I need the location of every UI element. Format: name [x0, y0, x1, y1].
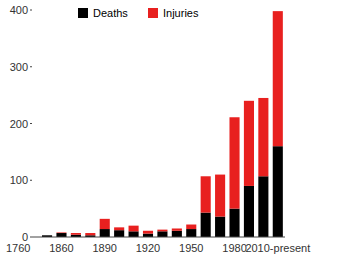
- bar-segment: [129, 226, 139, 232]
- bar-segment: [56, 232, 66, 234]
- y-tick-label: 300: [10, 61, 28, 73]
- bar-segment: [42, 235, 52, 236]
- bar-segment: [273, 11, 283, 146]
- bar-segment: [273, 146, 283, 237]
- x-tick-label: 1920: [136, 242, 160, 254]
- chart-svg: 0100200300400176018601890192019501980201…: [0, 0, 355, 258]
- x-axis-line: [32, 237, 285, 238]
- bar-segment: [244, 186, 254, 237]
- bar-segment: [143, 234, 153, 237]
- legend-swatch: [78, 8, 88, 18]
- bar-segment: [157, 231, 167, 237]
- y-tick: [30, 66, 32, 67]
- bar-segment: [56, 233, 66, 237]
- y-tick: [30, 10, 32, 11]
- x-tick-label: 1980: [222, 242, 246, 254]
- bar-segment: [172, 228, 182, 230]
- x-tick-label: 1760: [6, 242, 30, 254]
- bar-segment: [186, 229, 196, 237]
- bar-segment: [201, 176, 211, 212]
- bar-segment: [100, 219, 110, 229]
- legend-label: Deaths: [93, 7, 128, 19]
- bar-segment: [85, 233, 95, 235]
- bar-segment: [186, 225, 196, 230]
- chart-root: 0100200300400176018601890192019501980201…: [0, 0, 355, 258]
- x-tick-label: 2010-present: [245, 242, 310, 254]
- x-tick-label: 1890: [92, 242, 116, 254]
- y-tick: [30, 123, 32, 124]
- y-tick-label: 400: [10, 4, 28, 16]
- bar-segment: [157, 230, 167, 232]
- y-tick: [30, 180, 32, 181]
- bar-segment: [215, 175, 225, 217]
- bar-segment: [71, 233, 81, 235]
- bar-segment: [114, 227, 124, 230]
- bar-segment: [229, 117, 239, 208]
- bar-segment: [215, 217, 225, 237]
- bar-segment: [244, 101, 254, 186]
- bar-segment: [258, 98, 268, 176]
- bar-segment: [229, 209, 239, 237]
- bar-segment: [143, 231, 153, 234]
- x-tick-label: 1860: [49, 242, 73, 254]
- legend-swatch: [148, 8, 158, 18]
- y-tick: [30, 237, 32, 238]
- bar-segment: [129, 231, 139, 237]
- bar-segment: [172, 231, 182, 237]
- y-tick-label: 100: [10, 174, 28, 186]
- bars: [42, 11, 283, 237]
- x-tick-label: 1950: [179, 242, 203, 254]
- bar-segment: [258, 176, 268, 237]
- y-tick-label: 200: [10, 118, 28, 130]
- bar-segment: [114, 230, 124, 237]
- bar-segment: [201, 213, 211, 237]
- legend-label: Injuries: [163, 7, 199, 19]
- bar-segment: [100, 229, 110, 237]
